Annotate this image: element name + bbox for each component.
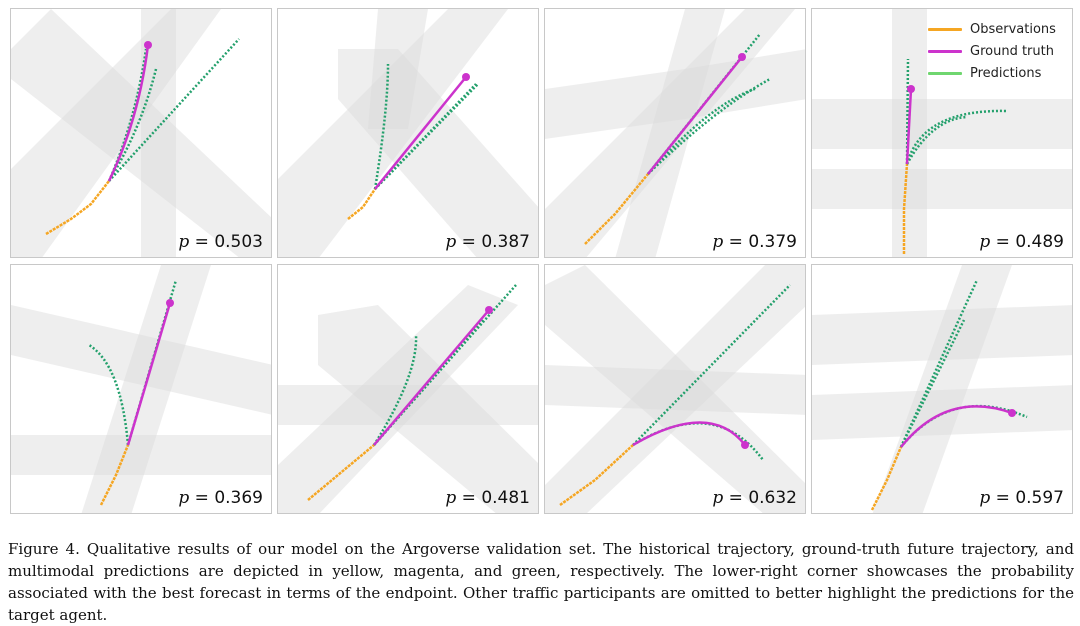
ground-truth-endpoint [144,41,152,49]
legend-label: Predictions [970,65,1042,81]
probability-label: p = 0.597 [979,488,1064,508]
prediction-trajectory [108,38,240,182]
legend-item-observations: Observations [928,18,1078,40]
map-plot-1 [11,9,271,257]
ground-truth-endpoint [738,53,746,61]
road-network [545,265,805,513]
ground-truth-endpoint [741,441,749,449]
road-network [812,265,1072,513]
map-plot-7 [545,265,805,513]
legend-item-predictions: Predictions [928,62,1078,84]
ground-truth-endpoint [462,73,470,81]
prediction-trajectory [107,68,158,182]
prediction-trajectory [88,343,130,446]
ground-truth-trajectory [905,88,913,165]
ground-truth-trajectory [126,302,172,446]
probability-label: p = 0.503 [178,232,263,252]
map-plot-3 [545,9,805,257]
observation-trajectory [584,173,649,245]
ground-truth-trajectory [107,44,150,182]
trajectory-panel-8: p = 0.597 [811,264,1073,514]
predictions-swatch [928,71,962,75]
figure-caption: Figure 4. Qualitative results of our mod… [8,540,1074,624]
ground-truth-trajectory [632,421,746,447]
legend-label: Observations [970,21,1056,37]
prediction-trajectory [632,284,791,446]
road-network [11,265,271,513]
ground-truth-endpoint [166,299,174,307]
ground-truth-endpoint [907,85,915,93]
probability-label: p = 0.481 [445,488,530,508]
observation-trajectory [902,163,909,254]
observation-trajectory [347,188,377,220]
prediction-trajectory [647,87,756,175]
ground-truth-swatch [928,49,962,53]
map-plot-4 [812,9,1072,257]
observation-trajectory [559,444,634,507]
map-plot-6 [278,284,538,513]
map-plot-2 [278,9,538,257]
observations-swatch [928,27,962,31]
trajectory-panel-6: p = 0.481 [277,264,539,514]
prediction-trajectory [899,279,979,448]
probability-label: p = 0.632 [712,488,797,508]
observation-trajectory [307,444,375,501]
ground-truth-trajectory [647,56,743,175]
prediction-trajectory [372,334,418,446]
road-network [11,9,271,257]
map-plot-8 [812,265,1072,513]
prediction-trajectory [107,48,148,182]
trajectory-panel-5: p = 0.369 [10,264,272,514]
observation-trajectory [99,444,130,506]
probability-label: p = 0.369 [178,488,263,508]
trajectory-panel-4: p = 0.489 [811,8,1073,258]
probability-label: p = 0.379 [712,232,797,252]
road-network [545,9,805,257]
map-plot-5 [11,265,271,513]
prediction-trajectory [374,83,479,190]
road-network [278,285,538,513]
observation-trajectory [45,180,110,236]
ground-truth-endpoint [485,306,493,314]
prediction-trajectory [647,77,771,175]
legend: Observations Ground truth Predictions [928,18,1078,84]
ground-truth-endpoint [1008,409,1016,417]
ground-truth-trajectory [373,309,490,446]
observation-trajectory [870,446,903,511]
prediction-trajectory [905,109,1008,165]
probability-label: p = 0.387 [445,232,530,252]
trajectory-panel-2: p = 0.387 [277,8,539,258]
legend-item-ground-truth: Ground truth [928,40,1078,62]
road-network [278,9,538,257]
legend-label: Ground truth [970,43,1054,59]
ground-truth-trajectory [900,405,1013,448]
trajectory-panel-7: p = 0.632 [544,264,806,514]
prediction-trajectory [905,115,968,165]
probability-label: p = 0.489 [979,232,1064,252]
trajectory-panel-1: p = 0.503 [10,8,272,258]
ground-truth-trajectory [374,76,467,190]
prediction-trajectory [373,63,390,190]
trajectory-panel-3: p = 0.379 [544,8,806,258]
